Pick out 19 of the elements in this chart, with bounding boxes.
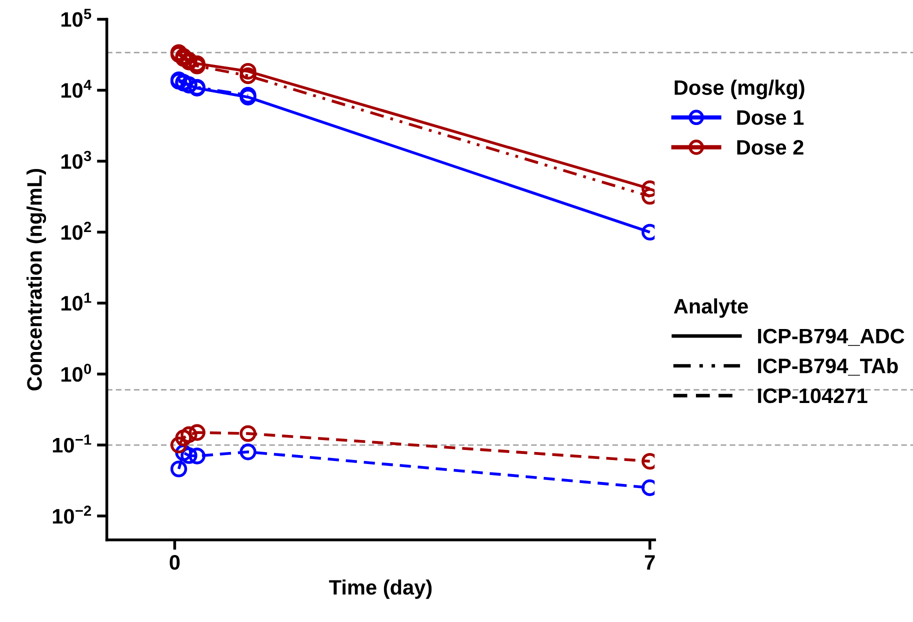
text: ICP-B794_ADC: [758, 328, 904, 346]
y-axis-title: Concentration (ng/mL): [26, 168, 46, 390]
y-tick-label: 10$^{−1}$: [52, 434, 92, 453]
y-tick-label: 10$^{−2}$: [52, 506, 92, 524]
x-tick-label: 7: [644, 555, 655, 570]
text: ICP-B794_TAb: [758, 358, 898, 376]
text: Analyte: [674, 298, 748, 318]
text: ICP-104271: [758, 388, 868, 404]
y-tick-label: 10$^{5}$: [61, 8, 92, 27]
y-tick-label: 10$^{2}$: [61, 222, 92, 240]
y-tick-label: 10$^{4}$: [61, 80, 92, 98]
y-tick-label: 10$^{0}$: [61, 364, 92, 382]
y-tick-label: 10$^{3}$: [61, 150, 92, 169]
y-tick-label: 10$^{1}$: [61, 292, 92, 311]
text: Dose (mg/kg): [674, 80, 804, 100]
x-tick-label: 0: [170, 555, 180, 570]
x-axis-title: Time (day): [329, 579, 432, 599]
legend-label: Dose 2: [737, 140, 804, 155]
legend-label: Dose 1: [737, 110, 804, 125]
